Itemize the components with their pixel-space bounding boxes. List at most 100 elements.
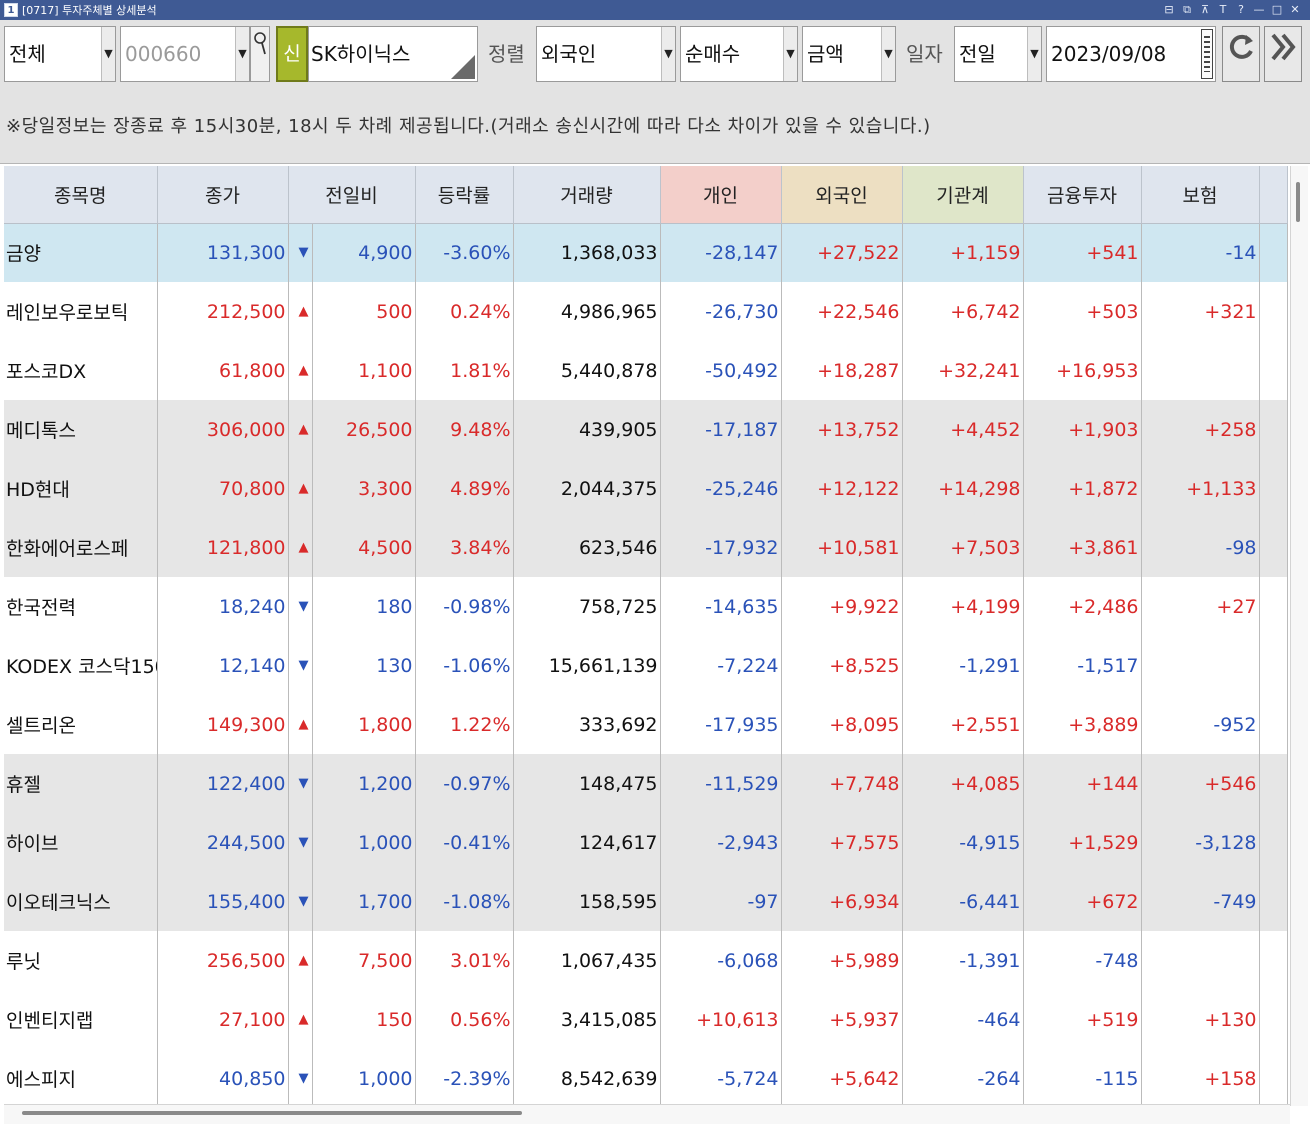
table-row[interactable]: 한화에어로스페 121,800 ▲ 4,500 3.84% 623,546 -17,932 +… <box>4 518 1288 577</box>
cell-name: 하이브 <box>4 813 158 872</box>
vertical-scrollbar[interactable] <box>1290 166 1308 1106</box>
cell-rate: -0.41% <box>415 813 514 872</box>
cell-institution: +4,452 <box>902 400 1024 459</box>
chevron-down-icon[interactable]: ▼ <box>783 27 797 81</box>
search-button[interactable] <box>250 26 270 82</box>
cell-close: 40,850 <box>157 1049 289 1106</box>
cell-fin-invest: +16,953 <box>1023 341 1142 400</box>
pin-icon[interactable]: ⊼ <box>1200 3 1210 16</box>
table-row[interactable]: 한국전력 18,240 ▼ 180 -0.98% 758,725 -14,635 +9,922… <box>4 577 1288 636</box>
chevron-down-icon[interactable]: ▼ <box>661 27 675 81</box>
trade-type-select[interactable]: 순매수 ▼ <box>680 26 798 82</box>
cell-fin-invest: +541 <box>1023 223 1142 282</box>
table-row[interactable]: 레인보우로보틱 212,500 ▲ 500 0.24% 4,986,965 -26,730 +… <box>4 282 1288 341</box>
cell-foreign: +5,937 <box>781 990 903 1049</box>
col-header-name[interactable]: 종목명 <box>4 166 158 224</box>
chevron-down-icon[interactable]: ▼ <box>1027 27 1041 81</box>
col-header-rate[interactable]: 등락률 <box>415 166 514 224</box>
date-mode-select[interactable]: 전일 ▼ <box>954 26 1042 82</box>
cell-institution: -1,391 <box>902 931 1024 990</box>
cell-rate: 9.48% <box>415 400 514 459</box>
chevron-down-icon[interactable]: ▼ <box>235 27 249 81</box>
table-row[interactable]: 하이브 244,500 ▼ 1,000 -0.41% 124,617 -2,943 +7,57… <box>4 813 1288 872</box>
help-icon[interactable]: ? <box>1238 3 1244 16</box>
table-row[interactable]: 에스피지 40,850 ▼ 1,000 -2.39% 8,542,639 -5,724 +5,… <box>4 1049 1288 1106</box>
cell-change: 500 <box>312 282 416 341</box>
sort-select[interactable]: 외국인 ▼ <box>536 26 676 82</box>
cell-name: 금양 <box>4 223 158 282</box>
down-arrow-icon: ▼ <box>288 636 313 695</box>
calendar-icon[interactable] <box>1201 29 1213 79</box>
down-arrow-icon: ▼ <box>288 813 313 872</box>
vertical-scroll-thumb[interactable] <box>1296 182 1300 222</box>
horizontal-scroll-thumb[interactable] <box>22 1111 522 1115</box>
font-size-icon[interactable]: T <box>1219 3 1227 16</box>
cell-individual: -11,529 <box>660 754 782 813</box>
stock-name-field[interactable]: SK하이닉스 <box>308 26 478 82</box>
col-header-change[interactable]: 전일비 <box>288 166 416 224</box>
cell-close: 61,800 <box>157 341 289 400</box>
close-icon[interactable]: ✕ <box>1290 3 1300 16</box>
cell-rate: -3.60% <box>415 223 514 282</box>
cell-change: 1,700 <box>312 872 416 931</box>
col-header-institution[interactable]: 기관계 <box>902 166 1024 224</box>
cell-foreign: +12,122 <box>781 459 903 518</box>
table-row[interactable]: 포스코DX 61,800 ▲ 1,100 1.81% 5,440,878 -50,492 +1… <box>4 341 1288 400</box>
chevron-down-icon[interactable]: ▼ <box>881 27 895 81</box>
market-select[interactable]: 전체 ▼ <box>4 26 116 82</box>
cell-volume: 158,595 <box>513 872 661 931</box>
double-chevron-right-icon <box>1271 33 1296 61</box>
cell-institution: +1,159 <box>902 223 1024 282</box>
cell-close: 306,000 <box>157 400 289 459</box>
cell-individual: -50,492 <box>660 341 782 400</box>
cell-name: KODEX 코스닥150 <box>4 636 158 695</box>
cell-name: 한화에어로스페 <box>4 518 158 577</box>
col-header-volume[interactable]: 거래량 <box>513 166 661 224</box>
table-header-row: 종목명 종가 전일비 등락률 거래량 개인 외국인 기관계 금융투자 보험 <box>4 166 1288 224</box>
table-row[interactable]: 루닛 256,500 ▲ 7,500 3.01% 1,067,435 -6,068 +5,98… <box>4 931 1288 990</box>
refresh-button[interactable] <box>1222 26 1260 82</box>
cell-fin-invest: +3,861 <box>1023 518 1142 577</box>
table-row[interactable]: 이오테크닉스 155,400 ▼ 1,700 -1.08% 158,595 -97 +6,93… <box>4 872 1288 931</box>
cell-close: 18,240 <box>157 577 289 636</box>
horizontal-scrollbar[interactable] <box>4 1104 1290 1124</box>
table-row[interactable]: KODEX 코스닥150 12,140 ▼ 130 -1.06% 15,661,139 -7… <box>4 636 1288 695</box>
minimize-icon[interactable]: — <box>1253 3 1265 16</box>
up-arrow-icon: ▲ <box>288 518 313 577</box>
down-arrow-icon: ▼ <box>288 577 313 636</box>
col-header-close[interactable]: 종가 <box>157 166 289 224</box>
next-button[interactable] <box>1264 26 1302 82</box>
investor-table: 종목명 종가 전일비 등락률 거래량 개인 외국인 기관계 금융투자 보험 금양… <box>4 166 1290 1106</box>
cell-individual: -97 <box>660 872 782 931</box>
chevron-down-icon[interactable]: ▼ <box>101 27 115 81</box>
window-title: [0717] 투자주체별 상세분석 <box>22 4 157 17</box>
cell-foreign: +5,989 <box>781 931 903 990</box>
cell-individual: -7,224 <box>660 636 782 695</box>
col-header-individual[interactable]: 개인 <box>660 166 782 224</box>
col-header-foreign[interactable]: 외국인 <box>781 166 903 224</box>
cell-individual: +10,613 <box>660 990 782 1049</box>
table-row[interactable]: 인벤티지랩 27,100 ▲ 150 0.56% 3,415,085 +10,613 +5,9… <box>4 990 1288 1049</box>
cell-fin-invest: +1,903 <box>1023 400 1142 459</box>
window-controls: ⊟ ⧉ ⊼ T ? — □ ✕ <box>1162 3 1302 17</box>
cell-change: 26,500 <box>312 400 416 459</box>
cell-extra <box>1259 1049 1288 1106</box>
cell-fin-invest: +144 <box>1023 754 1142 813</box>
col-header-insurance[interactable]: 보험 <box>1141 166 1260 224</box>
table-row[interactable]: 휴젤 122,400 ▼ 1,200 -0.97% 148,475 -11,529 +7,74… <box>4 754 1288 813</box>
date-input[interactable]: 2023/09/08 <box>1046 26 1216 82</box>
stock-code-input[interactable]: 000660 ▼ <box>120 26 250 82</box>
table-row[interactable]: HD현대 70,800 ▲ 3,300 4.89% 2,044,375 -25,246 +12… <box>4 459 1288 518</box>
col-header-fin-invest[interactable]: 금융투자 <box>1023 166 1142 224</box>
date-label: 일자 <box>906 42 943 66</box>
cell-insurance: -3,128 <box>1141 813 1260 872</box>
maximize-icon[interactable]: □ <box>1271 3 1283 16</box>
cell-name: 셀트리온 <box>4 695 158 754</box>
duplicate-window-icon[interactable]: ⧉ <box>1183 3 1191 16</box>
unit-select[interactable]: 금액 ▼ <box>802 26 896 82</box>
table-row[interactable]: 셀트리온 149,300 ▲ 1,800 1.22% 333,692 -17,935 +8,0… <box>4 695 1288 754</box>
layout-icon[interactable]: ⊟ <box>1164 3 1174 16</box>
table-row[interactable]: 금양 131,300 ▼ 4,900 -3.60% 1,368,033 -28,147 +27… <box>4 223 1288 282</box>
table-row[interactable]: 메디톡스 306,000 ▲ 26,500 9.48% 439,905 -17,187 +13… <box>4 400 1288 459</box>
cell-close: 131,300 <box>157 223 289 282</box>
